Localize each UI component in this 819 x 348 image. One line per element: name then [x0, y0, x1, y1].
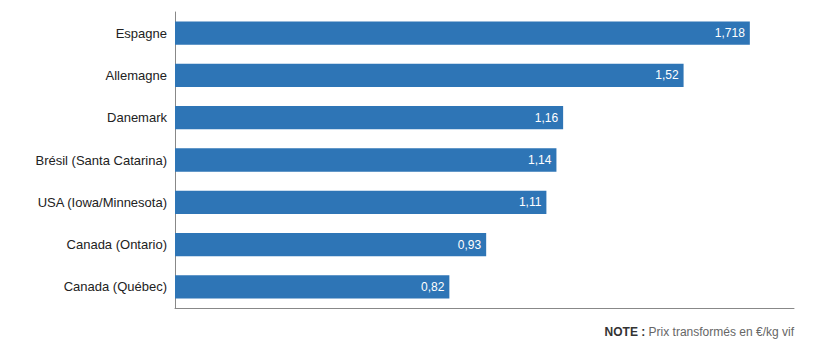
- svg-text:1,718: 1,718: [715, 26, 745, 40]
- svg-text:Prix transformés en €/kg vif: Prix transformés en €/kg vif: [649, 325, 795, 339]
- svg-text:Danemark: Danemark: [107, 110, 167, 125]
- svg-text:1,11: 1,11: [519, 195, 542, 209]
- svg-text:0,93: 0,93: [458, 238, 482, 252]
- svg-text:Canada (Ontario): Canada (Ontario): [67, 237, 167, 252]
- svg-text:1,16: 1,16: [535, 111, 559, 125]
- svg-text:Allemagne: Allemagne: [106, 68, 167, 83]
- svg-text:Brésil (Santa Catarina): Brésil (Santa Catarina): [36, 153, 168, 168]
- svg-text:NOTE :: NOTE :: [605, 325, 646, 339]
- svg-text:0,82: 0,82: [421, 280, 445, 294]
- svg-text:1,52: 1,52: [655, 68, 679, 82]
- svg-text:USA (Iowa/Minnesota): USA (Iowa/Minnesota): [38, 195, 167, 210]
- svg-text:Canada (Québec): Canada (Québec): [64, 279, 167, 294]
- svg-text:1,14: 1,14: [528, 153, 552, 167]
- svg-text:Espagne: Espagne: [116, 26, 167, 41]
